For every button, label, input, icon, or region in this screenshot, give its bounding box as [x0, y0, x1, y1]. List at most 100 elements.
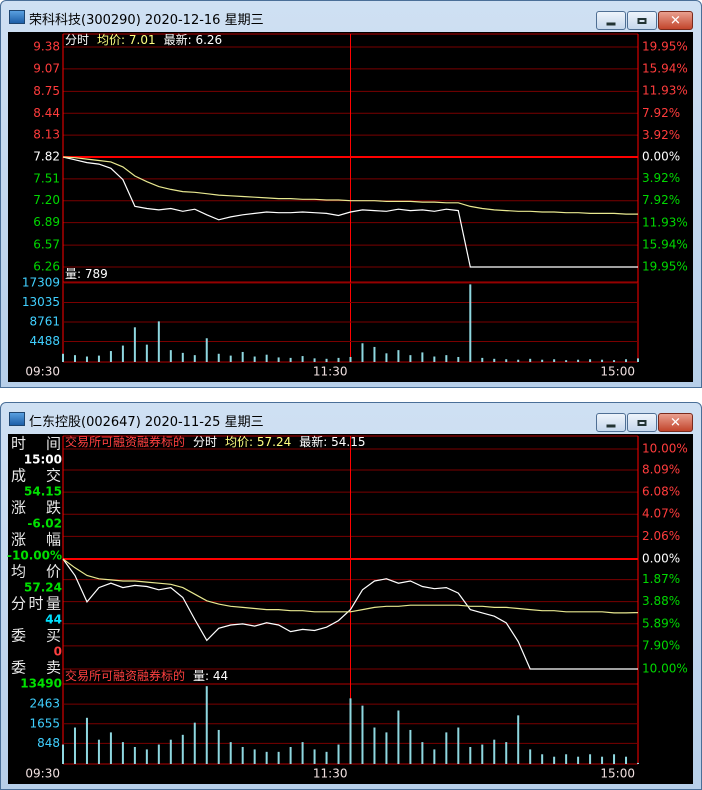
y2-tick-label: 3.92%: [642, 128, 680, 142]
volume-bar: [457, 356, 460, 362]
header-item: 交易所可融资融券标的: [65, 434, 185, 449]
y2-tick-label: 19.95%: [642, 40, 688, 54]
y-tick-label: 6.26: [33, 260, 60, 274]
title-bar[interactable]: 荣科科技(300290) 2020-12-16 星期三 ✕: [1, 1, 701, 31]
volume-bar: [589, 359, 592, 362]
volume-bar: [553, 756, 556, 764]
volume-bar: [385, 732, 388, 764]
minimize-button[interactable]: [596, 413, 626, 432]
volume-bar: [397, 710, 400, 764]
volume-bar: [325, 751, 328, 764]
close-button[interactable]: ✕: [658, 11, 693, 30]
x-tick-label: 15:00: [600, 767, 635, 781]
volume-bar: [373, 346, 376, 362]
marks: [62, 156, 639, 362]
volume-bar: [433, 356, 436, 362]
volume-bar: [169, 739, 172, 764]
volume-bar: [289, 746, 292, 764]
volume-bar: [265, 354, 268, 362]
app-icon: [9, 10, 25, 24]
intraday-chart: 9.38 9.07 8.75 8.44 8.13 7.82 7.51 7.20 6.89 6.57…: [8, 32, 693, 382]
volume-bar: [229, 355, 232, 362]
window-title: 荣科科技(300290) 2020-12-16 星期三: [29, 13, 264, 28]
y-tick-label: 7.51: [33, 171, 60, 185]
y2-tick-label: 5.89%: [642, 616, 680, 630]
volume-bar: [565, 754, 568, 764]
volume-bar: [145, 344, 148, 362]
maximize-button[interactable]: [627, 413, 657, 432]
y2-tick-label: 3.88%: [642, 594, 680, 608]
volume-bar: [253, 749, 256, 764]
labels: 10.00% 8.09% 6.08% 4.07% 2.06% 0.00% 1.87% 3.88…: [7, 434, 688, 781]
volume-bar: [385, 353, 388, 362]
volume-tick-label: 13035: [22, 295, 60, 309]
volume-bar: [481, 357, 484, 362]
marks: [62, 558, 639, 764]
volume-tick-label: 2463: [29, 697, 60, 711]
volume-bar: [541, 754, 544, 764]
maximize-button[interactable]: [627, 11, 657, 30]
close-button[interactable]: ✕: [658, 413, 693, 432]
header-line: 交易所可融资融券标的 量: 44: [65, 668, 228, 683]
info-label: 分时量: [11, 595, 61, 613]
volume-bar: [277, 751, 280, 764]
volume-bar: [97, 355, 100, 362]
volume-bar: [217, 353, 220, 362]
volume-bar: [325, 358, 328, 362]
volume-bar: [109, 732, 112, 764]
y-tick-label: 8.44: [33, 106, 60, 120]
info-value: 0: [54, 645, 62, 659]
volume-bar: [337, 357, 340, 362]
volume-bar: [349, 356, 352, 362]
header-line: 分时 均价: 7.01 最新: 6.26: [65, 32, 222, 47]
volume-bar: [133, 746, 136, 764]
volume-bar: [73, 727, 76, 764]
average-line: [62, 156, 638, 215]
minimize-button[interactable]: [596, 11, 626, 30]
volume-bar: [493, 358, 496, 362]
volume-bar: [601, 359, 604, 362]
info-value: 57.24: [24, 581, 62, 595]
y2-tick-label: 19.95%: [642, 260, 688, 274]
y2-tick-label: 15.94%: [642, 237, 688, 251]
volume-bar: [133, 327, 136, 362]
volume-bar: [85, 356, 88, 362]
volume-bar: [637, 762, 639, 764]
volume-tick-label: 17309: [22, 275, 60, 289]
volume-bar: [589, 754, 592, 764]
volume-tick-label: 4488: [29, 334, 60, 348]
volume-bar: [301, 356, 304, 362]
header-item: 分时: [65, 33, 89, 47]
volume-bar: [361, 343, 364, 362]
volume-bar: [361, 705, 364, 764]
price-line: [62, 156, 638, 268]
volume-bar: [145, 749, 148, 764]
y2-tick-label: 4.07%: [642, 507, 680, 521]
y-tick-label: 8.75: [33, 84, 60, 98]
average-line: [62, 558, 639, 614]
y-tick-label: 6.57: [33, 238, 60, 252]
window: 荣科科技(300290) 2020-12-16 星期三 ✕ 9.38 9.07 8.…: [0, 0, 702, 388]
volume-bar: [577, 756, 580, 764]
title-bar[interactable]: 仁东控股(002647) 2020-11-25 星期三 ✕: [1, 403, 701, 433]
volume-bar: [541, 359, 544, 362]
volume-bar: [529, 749, 532, 764]
volume-bar: [625, 756, 628, 764]
y-tick-label: 9.38: [33, 40, 60, 54]
y2-tick-label: 10.00%: [642, 442, 688, 456]
volume-bar: [493, 739, 496, 764]
volume-bar: [517, 359, 520, 362]
x-tick-label: 11:30: [313, 767, 348, 781]
header-line: 交易所可融资融券标的 分时 均价: 57.24 最新: 54.15: [65, 434, 365, 449]
intraday-chart: 10.00% 8.09% 6.08% 4.07% 2.06% 0.00% 1.87% 3.88…: [7, 434, 693, 784]
volume-bar: [85, 717, 88, 764]
volume-bar: [217, 729, 220, 764]
info-value: 13490: [20, 677, 62, 691]
volume-bar: [613, 754, 616, 764]
y2-tick-label: 7.92%: [642, 193, 680, 207]
y2-tick-label: 11.93%: [642, 215, 688, 229]
window-title: 仁东控股(002647) 2020-11-25 星期三: [29, 415, 264, 430]
header-line: 量: 789: [65, 267, 108, 281]
volume-bar: [157, 321, 160, 362]
